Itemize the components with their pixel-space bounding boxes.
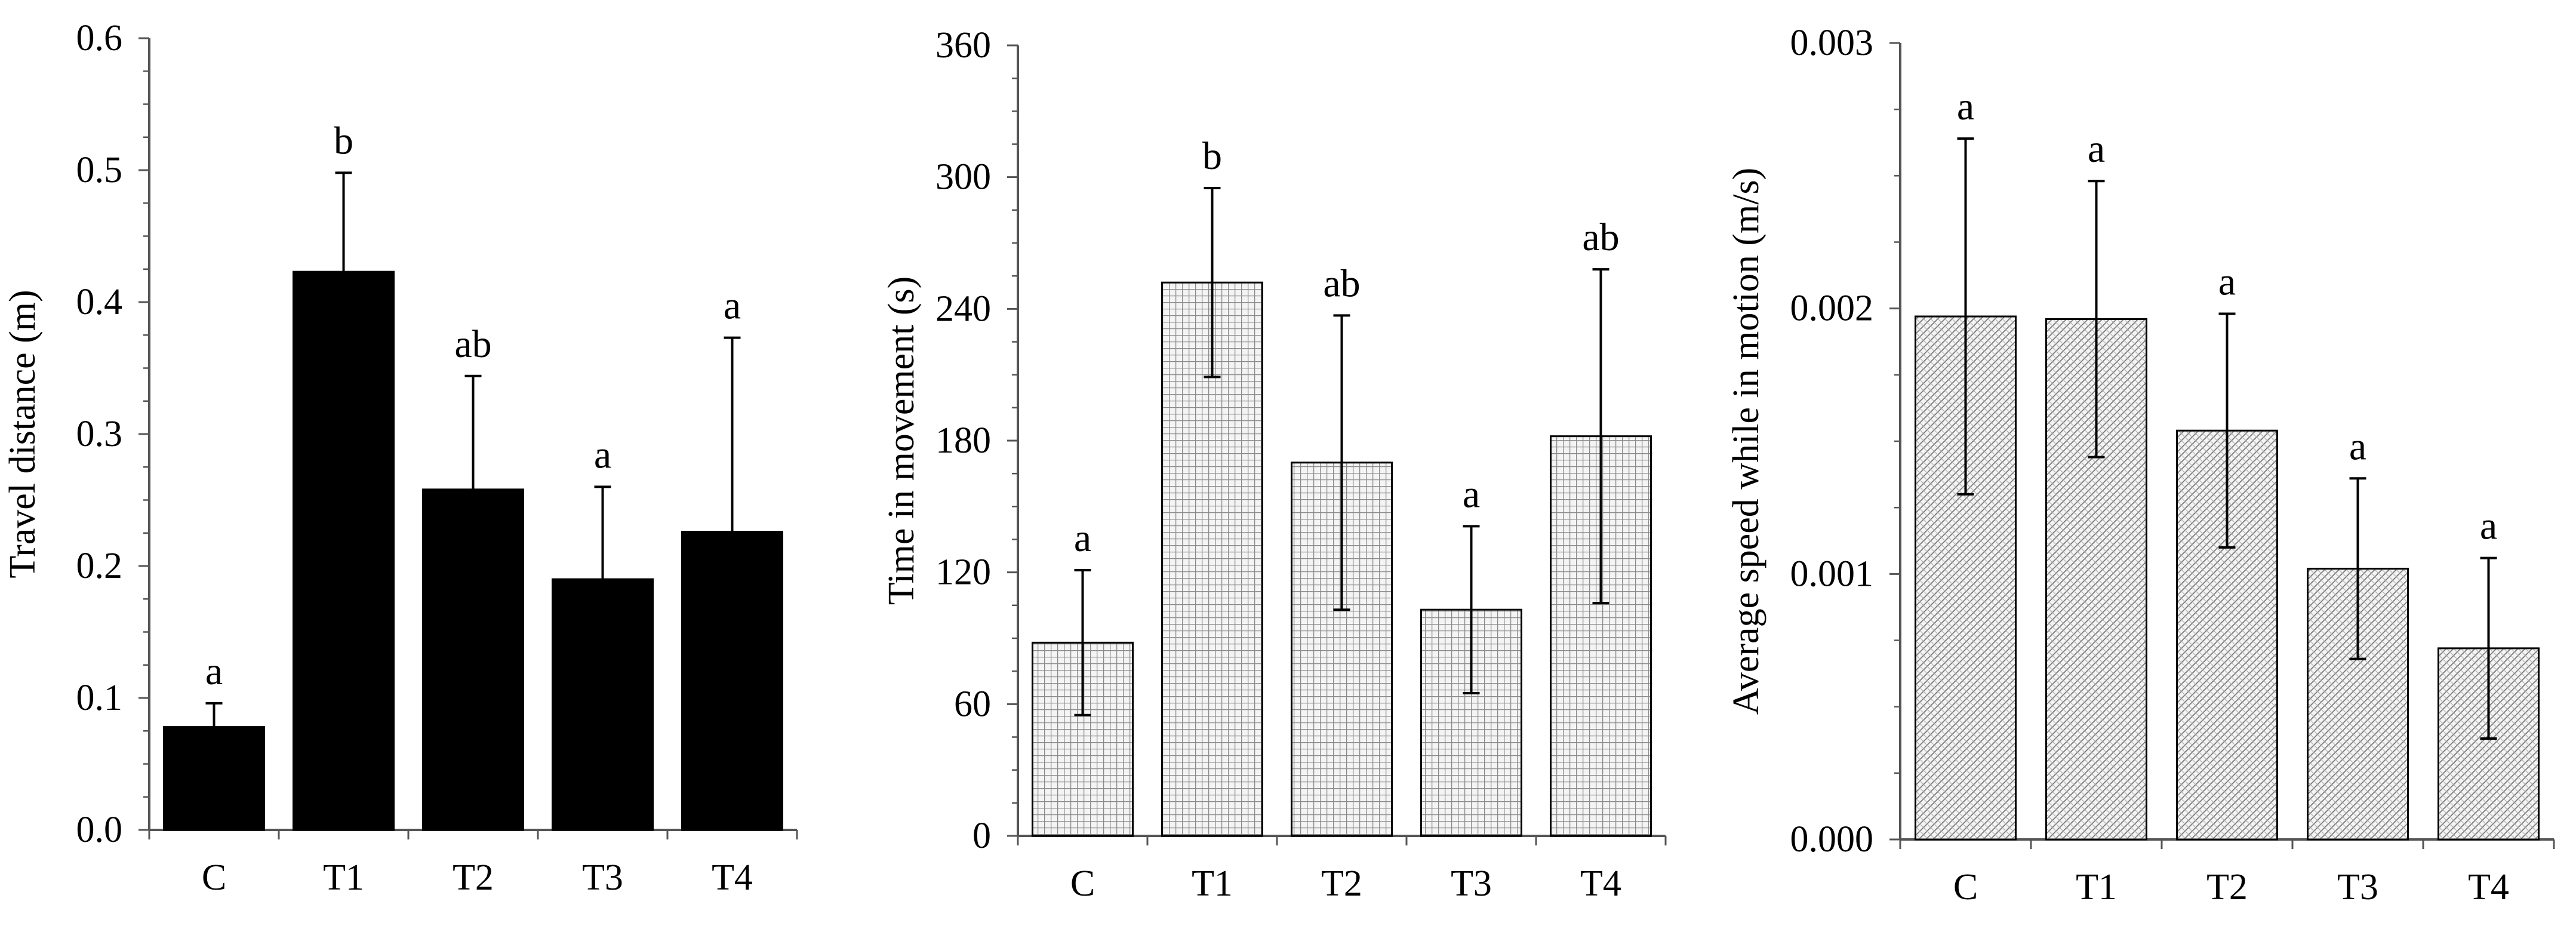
y-axis-title: Travel distance (m) [2, 290, 43, 578]
x-tick-label: T4 [1580, 863, 1621, 904]
significance-label: ab [454, 322, 491, 366]
bar-t3 [552, 578, 654, 831]
y-tick-label: 0.0 [76, 810, 123, 850]
y-tick-label: 0.4 [76, 282, 123, 322]
y-tick-label: 0 [972, 816, 991, 856]
y-tick-label: 0.002 [1790, 288, 1874, 329]
x-tick-label: T2 [1321, 863, 1362, 904]
x-tick-label: T2 [2206, 867, 2248, 908]
x-tick-label: C [1953, 867, 1978, 908]
y-tick-label: 0.001 [1790, 553, 1874, 594]
significance-label: a [2218, 260, 2236, 304]
significance-label: ab [1323, 262, 1360, 305]
significance-label: a [205, 650, 223, 693]
chart-panel-average-speed: 0.000 0.001 0.002 0.003 Average speed while … [1726, 23, 2555, 908]
x-tick-label: T4 [2468, 867, 2509, 908]
x-tick-label: T3 [1451, 863, 1492, 904]
chart-panel-travel-distance: 0.0 0.1 0.2 0.3 0.4 0.5 0.6 Travel distance (m)… [2, 18, 798, 898]
significance-label: b [334, 119, 353, 162]
significance-label: a [724, 284, 741, 328]
y-tick-label: 0.2 [76, 546, 123, 586]
x-tick-label: T4 [712, 857, 753, 898]
y-tick-label: 180 [935, 420, 991, 461]
y-tick-label: 0.3 [76, 414, 123, 454]
y-tick-label: 0.6 [76, 18, 123, 59]
y-tick-label: 0.1 [76, 678, 123, 718]
y-axis-title: Average speed while in motion (m/s) [1726, 168, 1766, 715]
x-tick-label: T1 [1192, 863, 1233, 904]
y-tick-label: 0.000 [1790, 819, 1874, 860]
y-tick-label: 300 [935, 157, 991, 198]
x-tick-label: T1 [323, 857, 364, 898]
bar-t4 [681, 531, 783, 831]
y-tick-label: 60 [954, 684, 991, 724]
y-tick-label: 0.5 [76, 150, 123, 190]
significance-label: a [1957, 85, 1974, 128]
x-tick-label: C [202, 857, 226, 898]
y-axis-title: Time in movement (s) [881, 276, 922, 605]
x-tick-label: T3 [2337, 867, 2378, 908]
y-tick-label: 120 [935, 552, 991, 593]
y-tick-label: 240 [935, 288, 991, 329]
significance-label: ab [1582, 216, 1619, 259]
significance-label: a [2480, 505, 2497, 548]
x-tick-label: C [1070, 863, 1095, 904]
significance-label: b [1202, 134, 1222, 178]
bar-t1 [293, 270, 395, 831]
bar-c [163, 726, 265, 831]
significance-label: a [1463, 472, 1480, 516]
x-tick-label: T1 [2076, 867, 2117, 908]
significance-label: a [1074, 516, 1091, 560]
chart-panel-time-in-movement: 0 60 120 180 240 300 360 Time in movement (s) a C… [881, 25, 1667, 904]
y-tick-label: 0.003 [1790, 23, 1874, 63]
significance-label: a [2088, 127, 2105, 171]
x-tick-label: T2 [453, 857, 494, 898]
significance-label: a [594, 433, 611, 476]
bar-t2 [422, 488, 524, 831]
significance-label: a [2349, 425, 2366, 468]
x-tick-label: T3 [582, 857, 623, 898]
y-tick-label: 360 [935, 25, 991, 66]
